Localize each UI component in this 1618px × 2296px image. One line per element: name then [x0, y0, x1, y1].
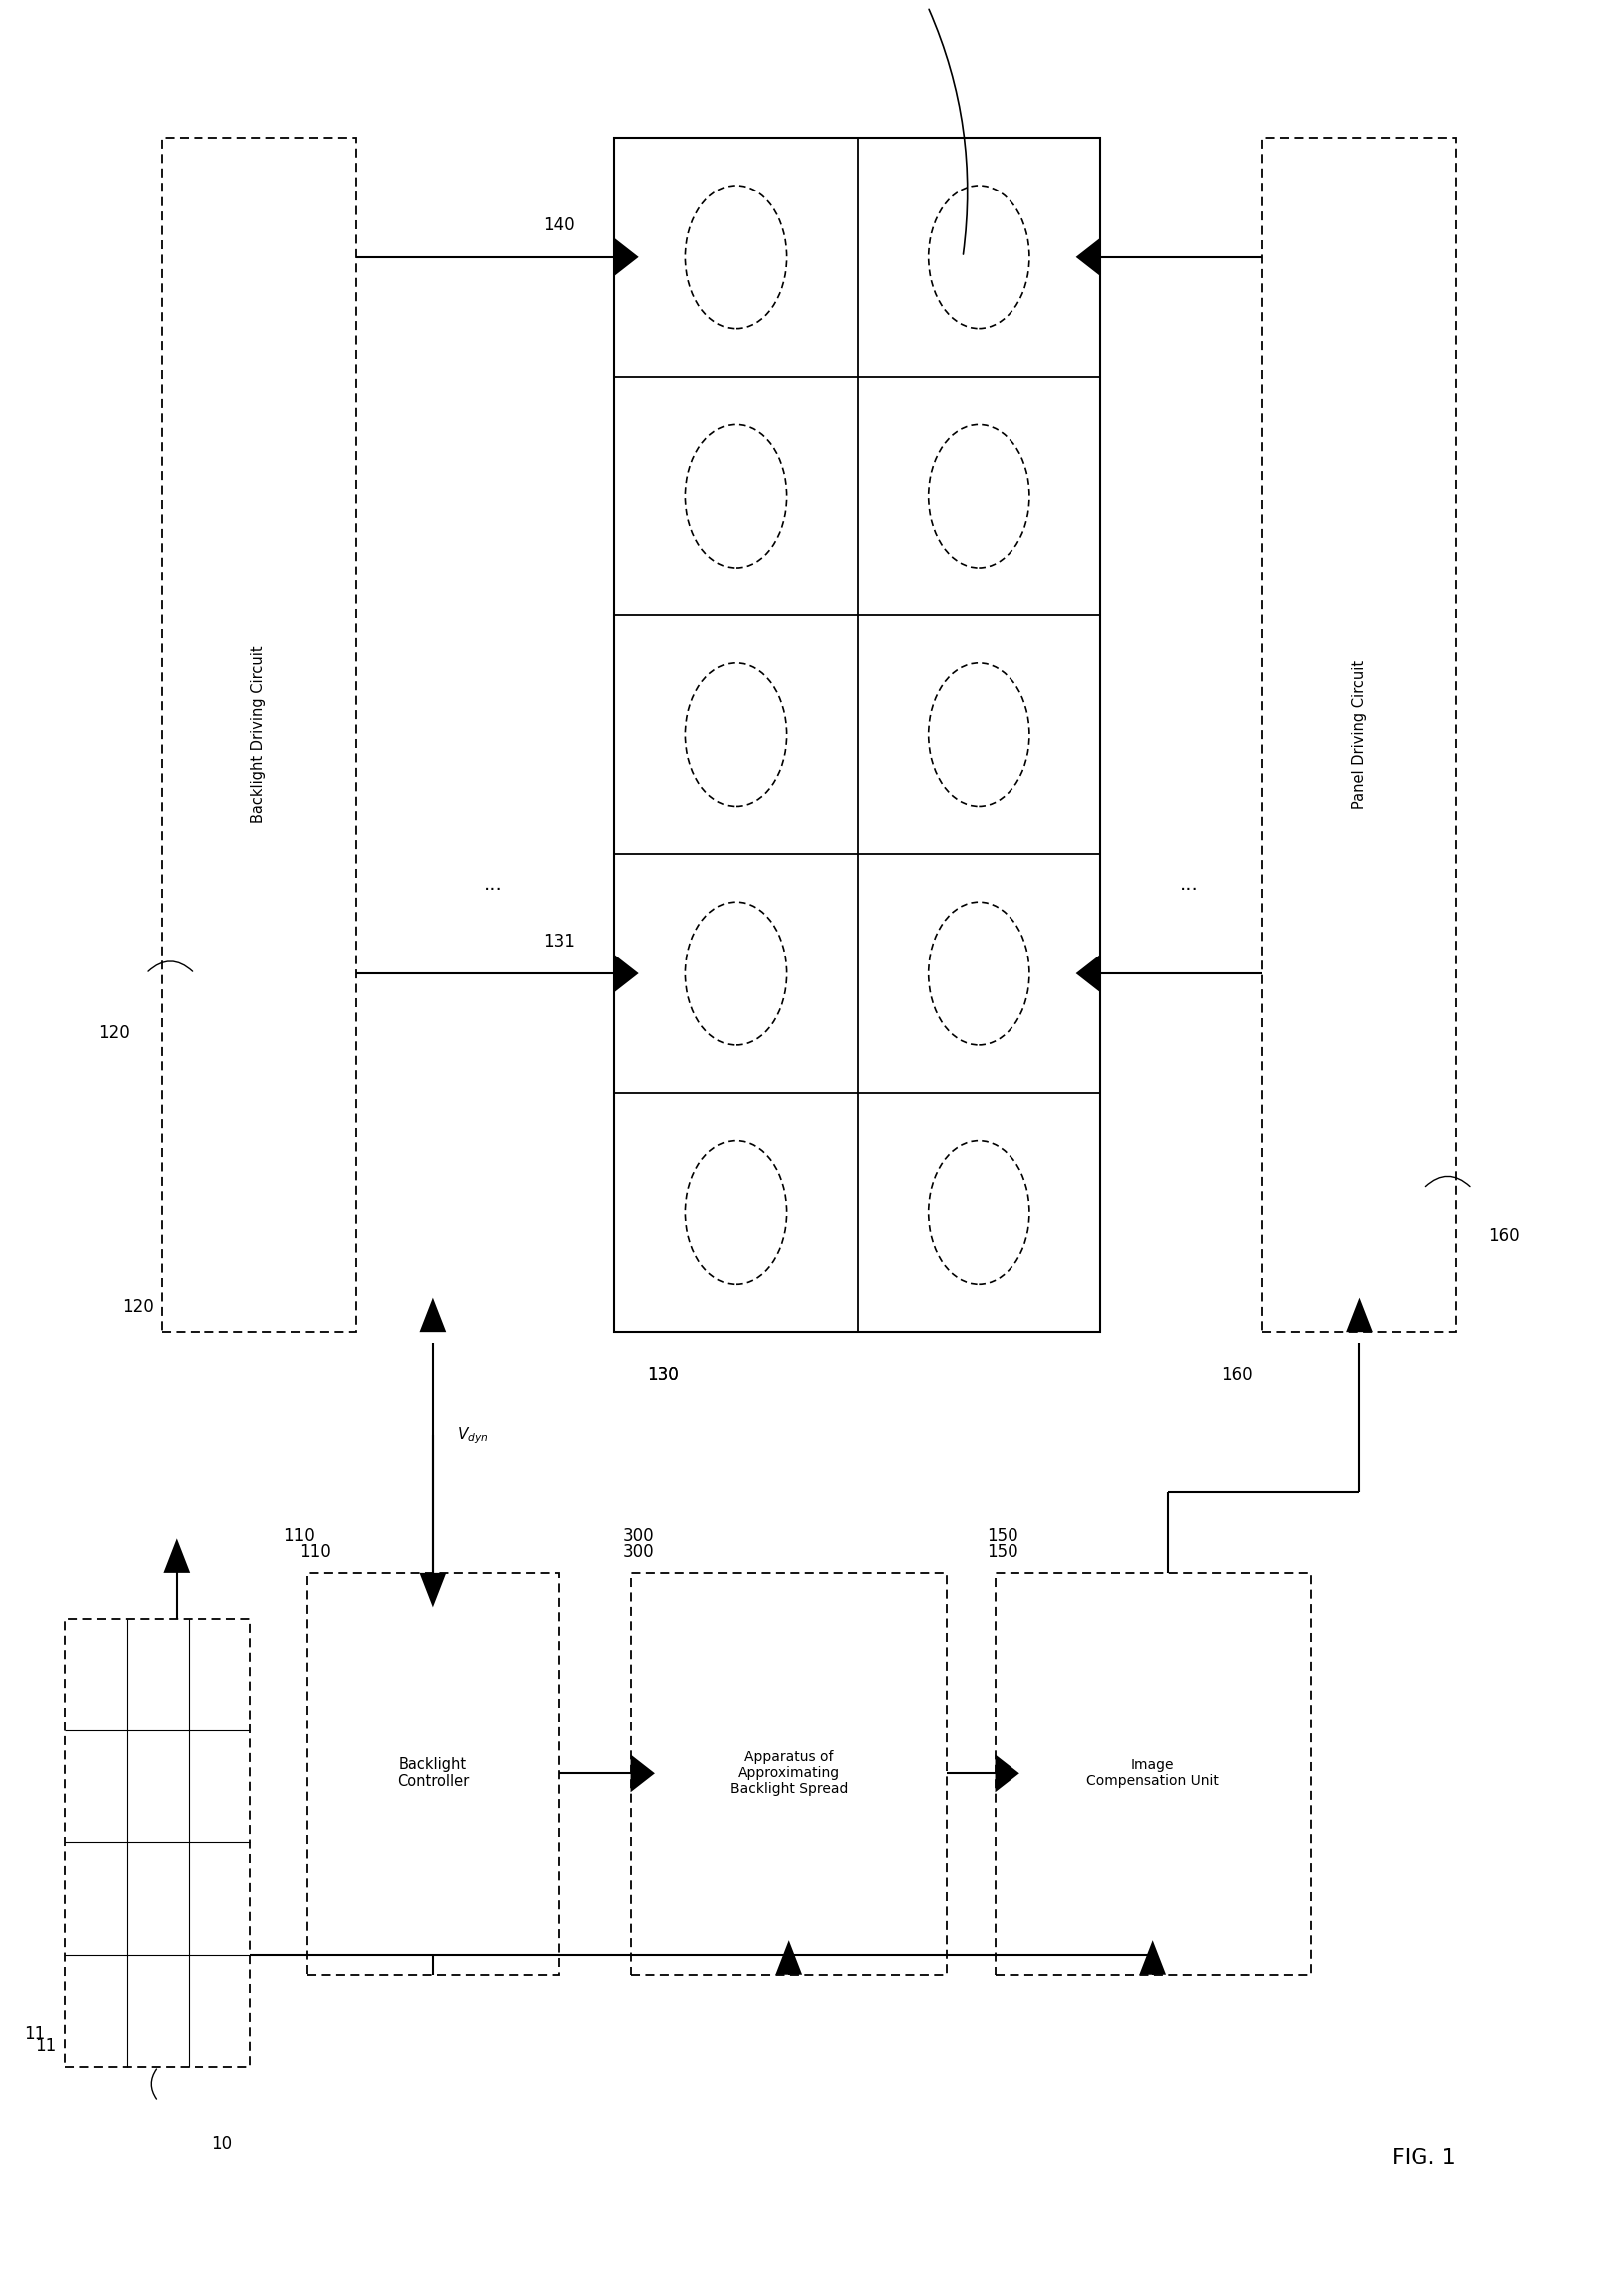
Text: Image
Compensation Unit: Image Compensation Unit	[1087, 1759, 1218, 1789]
Bar	[615, 138, 1100, 1332]
Text: 10: 10	[212, 2135, 233, 2154]
Text: 130: 130	[647, 1366, 680, 1384]
Polygon shape	[615, 239, 639, 276]
Text: 300: 300	[623, 1527, 654, 1545]
Text: 131: 131	[906, 0, 968, 255]
Text: Apparatus of
Approximating
Backlight Spread: Apparatus of Approximating Backlight Spr…	[730, 1750, 848, 1798]
Polygon shape	[419, 1297, 447, 1332]
Polygon shape	[1076, 239, 1100, 276]
Text: ...: ...	[484, 875, 503, 893]
Text: 150: 150	[987, 1527, 1018, 1545]
Text: 160: 160	[1489, 1226, 1519, 1244]
Bar	[631, 1573, 947, 1975]
Text: Backlight
Controller: Backlight Controller	[396, 1756, 469, 1791]
Bar	[162, 138, 356, 1332]
Polygon shape	[1076, 955, 1100, 992]
Polygon shape	[775, 1940, 803, 1975]
Polygon shape	[615, 957, 636, 990]
Text: 120: 120	[121, 1297, 154, 1316]
Text: 160: 160	[1222, 1366, 1252, 1384]
Text: 11: 11	[36, 2037, 57, 2055]
Text: 150: 150	[987, 1543, 1018, 1561]
Text: 110: 110	[283, 1527, 316, 1545]
Text: 131: 131	[542, 932, 574, 951]
Bar	[307, 1573, 558, 1975]
Text: 120: 120	[97, 1024, 129, 1042]
Polygon shape	[615, 955, 639, 992]
Text: 130: 130	[647, 1366, 680, 1384]
Polygon shape	[163, 1538, 189, 1573]
Text: 140: 140	[544, 216, 574, 234]
Text: 300: 300	[623, 1543, 654, 1561]
Text: 110: 110	[299, 1543, 332, 1561]
Text: Backlight Driving Circuit: Backlight Driving Circuit	[251, 645, 267, 824]
Polygon shape	[631, 1754, 655, 1793]
Text: Panel Driving Circuit: Panel Driving Circuit	[1351, 661, 1367, 808]
Polygon shape	[615, 241, 636, 273]
Polygon shape	[419, 1573, 447, 1607]
Bar	[995, 1573, 1311, 1975]
Text: ...: ...	[1180, 875, 1199, 893]
Polygon shape	[995, 1754, 1019, 1793]
Bar	[65, 1619, 251, 2066]
Polygon shape	[1139, 1940, 1167, 1975]
Bar	[1262, 138, 1456, 1332]
Polygon shape	[1346, 1297, 1372, 1332]
Text: $V_{dyn}$: $V_{dyn}$	[458, 1426, 489, 1446]
Text: 11: 11	[24, 2025, 45, 2043]
Text: FIG. 1: FIG. 1	[1391, 2149, 1456, 2167]
